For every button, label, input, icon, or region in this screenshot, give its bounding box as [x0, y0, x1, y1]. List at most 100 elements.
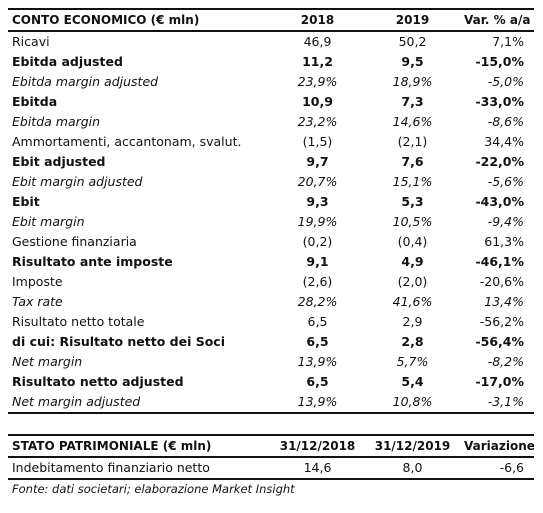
- source-note: Fonte: dati societari; elaborazione Mark…: [12, 482, 295, 496]
- income-row-label: Ebitda: [12, 94, 58, 109]
- balance-sheet-table: STATO PATRIMONIALE (€ mln) 31/12/2018 31…: [8, 434, 534, 480]
- income-row-2018: 23,9%: [297, 74, 338, 89]
- balance-header-label: STATO PATRIMONIALE (€ mln): [8, 434, 270, 458]
- income-row-2019: (0,4): [397, 234, 428, 249]
- balance-header-2019: 31/12/2019: [365, 434, 460, 458]
- income-row-2019: (2,1): [397, 134, 428, 149]
- income-row: Ammortamenti, accantonam, svalut. (1,5) (2…: [8, 132, 534, 152]
- income-statement-table: CONTO ECONOMICO (€ mln) 2018 2019 Var. %…: [8, 8, 534, 414]
- income-row-2018: 6,5: [306, 334, 329, 349]
- income-row-2018: 6,5: [307, 314, 328, 329]
- income-row-2019: 10,8%: [365, 392, 460, 414]
- income-row: Gestione finanziaria (0,2) (0,4) 61,3%: [8, 232, 534, 252]
- income-row-var: 61,3%: [484, 234, 524, 249]
- income-row-2019: 10,5%: [392, 214, 433, 229]
- income-row-2018: 9,3: [306, 194, 329, 209]
- income-row: Ebit adjusted 9,7 7,6 -22,0%: [8, 152, 534, 172]
- income-row-2019: 7,6: [401, 154, 424, 169]
- income-row-2018: 6,5: [306, 374, 329, 389]
- income-row-label: Net margin adjusted: [8, 392, 270, 414]
- income-row-label: Ebitda adjusted: [12, 54, 123, 69]
- income-row-label: Gestione finanziaria: [12, 234, 137, 249]
- income-row-2019: 14,6%: [392, 114, 433, 129]
- income-row-var: -3,1%: [460, 392, 534, 414]
- income-row-label: Imposte: [12, 274, 63, 289]
- income-row-2018: (0,2): [302, 234, 333, 249]
- income-row: Ebit 9,3 5,3 -43,0%: [8, 192, 534, 212]
- income-row-2018: (1,5): [302, 134, 333, 149]
- income-row-2018: 19,9%: [297, 214, 338, 229]
- income-row: Net margin 13,9% 5,7% -8,2%: [8, 352, 534, 372]
- income-header-label: CONTO ECONOMICO (€ mln): [8, 8, 270, 32]
- income-row-2019: 2,9: [402, 314, 423, 329]
- income-row: Ebitda adjusted 11,2 9,5 -15,0%: [8, 52, 534, 72]
- balance-row-2019: 8,0: [365, 457, 460, 480]
- income-row-2018: 13,9%: [270, 392, 365, 414]
- income-header-2018: 2018: [270, 8, 365, 32]
- income-row-var: 13,4%: [484, 294, 524, 309]
- income-row-var: -22,0%: [475, 154, 524, 169]
- income-row: Net margin adjusted 13,9% 10,8% -3,1%: [8, 392, 534, 414]
- income-row-label: Ebit adjusted: [12, 154, 106, 169]
- income-row-label: Risultato netto totale: [12, 314, 145, 329]
- income-row-2018: 20,7%: [297, 174, 338, 189]
- income-row-2019: (2,0): [397, 274, 428, 289]
- income-row-label: Ebit margin adjusted: [12, 174, 143, 189]
- income-row-label: Ebitda margin adjusted: [12, 74, 159, 89]
- income-row-2018: 13,9%: [297, 354, 338, 369]
- income-row-label: Ebit: [12, 194, 40, 209]
- income-row-2019: 5,3: [401, 194, 424, 209]
- income-row-var: 7,1%: [492, 34, 524, 49]
- income-row-2018: 9,1: [306, 254, 329, 269]
- income-row-var: -56,2%: [479, 314, 524, 329]
- income-row-2019: 5,4: [401, 374, 424, 389]
- income-row-label: Net margin: [12, 354, 83, 369]
- income-row-2019: 5,7%: [396, 354, 429, 369]
- income-row-var: -5,6%: [487, 174, 524, 189]
- income-row-label: Tax rate: [12, 294, 63, 309]
- income-row: Ricavi 46,9 50,2 7,1%: [8, 31, 534, 52]
- income-row-label: Risultato netto adjusted: [12, 374, 184, 389]
- income-row-2019: 50,2: [398, 34, 427, 49]
- income-row-label: Risultato ante imposte: [12, 254, 173, 269]
- income-row-var: -43,0%: [475, 194, 524, 209]
- income-row-2018: 28,2%: [297, 294, 338, 309]
- income-row: Risultato netto totale 6,5 2,9 -56,2%: [8, 312, 534, 332]
- income-row-var: -33,0%: [475, 94, 524, 109]
- income-row-var: -9,4%: [487, 214, 524, 229]
- balance-row-var: -6,6: [460, 457, 534, 480]
- table-gap: [8, 414, 534, 434]
- income-row: Ebit margin adjusted 20,7% 15,1% -5,6%: [8, 172, 534, 192]
- income-row-2019: 2,8: [401, 334, 424, 349]
- income-row: Ebitda margin 23,2% 14,6% -8,6%: [8, 112, 534, 132]
- income-row: di cui: Risultato netto dei Soci 6,5 2,8 -5…: [8, 332, 534, 352]
- income-row-var: -8,2%: [487, 354, 524, 369]
- income-row-2018: (2,6): [302, 274, 333, 289]
- income-row-2019: 7,3: [401, 94, 424, 109]
- income-row-2019: 41,6%: [392, 294, 433, 309]
- income-row-var: -46,1%: [475, 254, 524, 269]
- income-row: Risultato ante imposte 9,1 4,9 -46,1%: [8, 252, 534, 272]
- income-row: Ebitda margin adjusted 23,9% 18,9% -5,0%: [8, 72, 534, 92]
- income-row-var: -17,0%: [475, 374, 524, 389]
- income-row-label: di cui: Risultato netto dei Soci: [12, 334, 226, 349]
- income-row-var: -20,6%: [479, 274, 524, 289]
- income-header-2019: 2019: [365, 8, 460, 32]
- income-row: Tax rate 28,2% 41,6% 13,4%: [8, 292, 534, 312]
- income-row-var: 34,4%: [484, 134, 524, 149]
- income-row-2019: 9,5: [401, 54, 424, 69]
- income-row: Risultato netto adjusted 6,5 5,4 -17,0%: [8, 372, 534, 392]
- income-row: Ebitda 10,9 7,3 -33,0%: [8, 92, 534, 112]
- income-row-2018: 10,9: [302, 94, 333, 109]
- income-row-2018: 9,7: [306, 154, 329, 169]
- income-row-var: -8,6%: [487, 114, 524, 129]
- income-row-var: -15,0%: [475, 54, 524, 69]
- income-row-2018: 46,9: [303, 34, 332, 49]
- income-row-2019: 4,9: [401, 254, 424, 269]
- financial-tables: CONTO ECONOMICO (€ mln) 2018 2019 Var. %…: [8, 8, 534, 496]
- balance-row: Indebitamento finanziario netto 14,6 8,0 -6…: [8, 457, 534, 480]
- income-header-var: Var. % a/a: [460, 8, 534, 32]
- income-row-label: Ammortamenti, accantonam, svalut.: [12, 134, 242, 149]
- income-row-var: -5,0%: [487, 74, 524, 89]
- income-row-2018: 11,2: [302, 54, 333, 69]
